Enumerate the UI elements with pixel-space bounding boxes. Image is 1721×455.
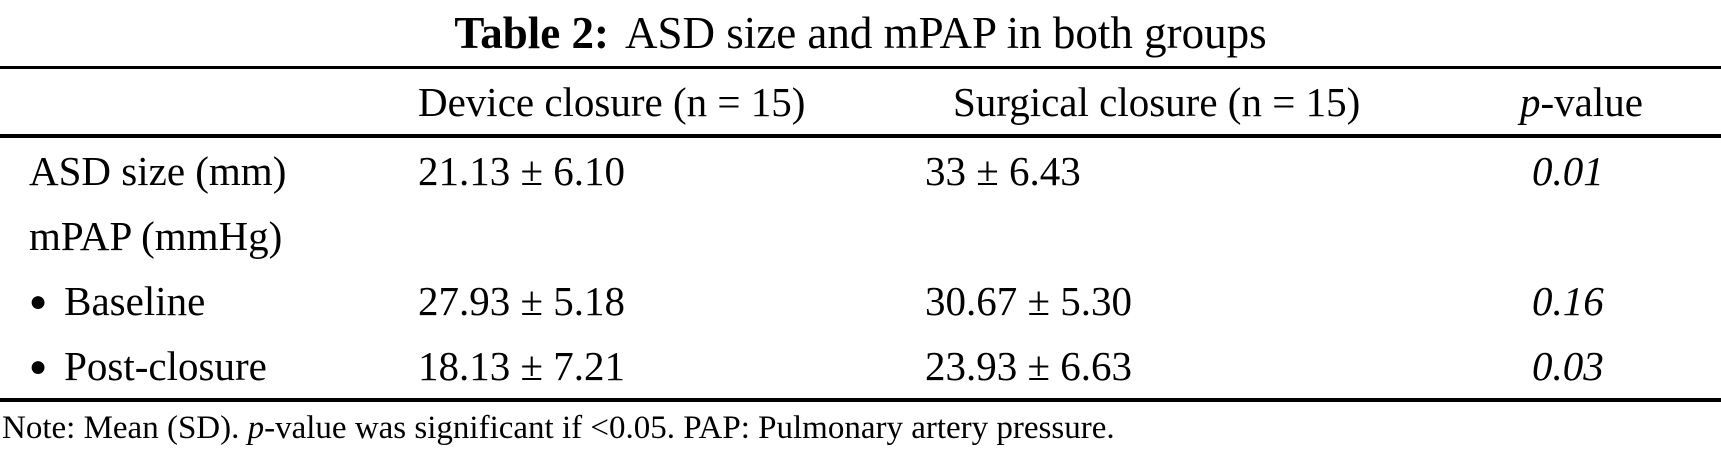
rule-header-bottom	[0, 134, 1721, 138]
table-caption-label: Table 2:	[454, 8, 609, 58]
surgical-value: 33 ± 6.43	[925, 147, 1081, 194]
table-row-baseline: ● Baseline 27.93 ± 5.18 30.67 ± 5.30 0.16	[0, 268, 1721, 333]
note-suffix: -value was significant if <0.05. PAP: Pu…	[264, 410, 1115, 446]
row-label-cell: ● Baseline	[0, 277, 418, 325]
row-label: Post-closure	[64, 342, 267, 389]
device-value: 21.13 ± 6.10	[418, 147, 626, 194]
col-header-surgical: Surgical closure (n = 15)	[953, 78, 1361, 125]
p-value: 0.16	[1532, 277, 1604, 324]
bullet-icon: ●	[29, 284, 48, 318]
table-row-asd-size: ASD size (mm) 21.13 ± 6.10 33 ± 6.43 0.0…	[0, 138, 1721, 203]
col-header-pvalue: p -value	[1520, 78, 1721, 126]
row-label-cell: ● Post-closure	[0, 342, 418, 390]
table-body: ASD size (mm) 21.13 ± 6.10 33 ± 6.43 0.0…	[0, 138, 1721, 398]
row-label: Baseline	[64, 277, 206, 324]
row-label: mPAP (mmHg)	[29, 212, 283, 259]
table-note: Note: Mean (SD). p -value was significant…	[0, 402, 1721, 455]
row-label-cell: mPAP (mmHg)	[0, 212, 418, 260]
surgical-value: 30.67 ± 5.30	[925, 277, 1133, 324]
row-label-cell: ASD size (mm)	[0, 147, 418, 195]
device-value: 27.93 ± 5.18	[418, 277, 626, 324]
table-row-mpap-section: mPAP (mmHg)	[0, 203, 1721, 268]
note-italic-p: p	[247, 410, 265, 446]
col-header-pvalue-italic-p: p	[1520, 78, 1541, 125]
table-caption: Table 2: ASD size and mPAP in both group…	[0, 0, 1721, 66]
bullet-icon: ●	[29, 349, 48, 383]
row-label: ASD size (mm)	[29, 147, 287, 194]
p-value: 0.01	[1532, 147, 1604, 194]
surgical-value: 23.93 ± 6.63	[925, 342, 1133, 389]
table-row-post-closure: ● Post-closure 18.13 ± 7.21 23.93 ± 6.63 …	[0, 333, 1721, 398]
rule-top	[0, 66, 1721, 69]
note-prefix: Note: Mean (SD).	[2, 410, 248, 446]
device-value: 18.13 ± 7.21	[418, 342, 626, 389]
rule-bottom	[0, 398, 1721, 402]
table-caption-text: ASD size and mPAP in both groups	[624, 8, 1267, 58]
col-header-pvalue-rest: -value	[1540, 78, 1643, 125]
p-value: 0.03	[1532, 342, 1604, 389]
table-header-row: Device closure (n = 15) Surgical closure…	[0, 69, 1721, 134]
col-header-device: Device closure (n = 15)	[418, 78, 806, 125]
